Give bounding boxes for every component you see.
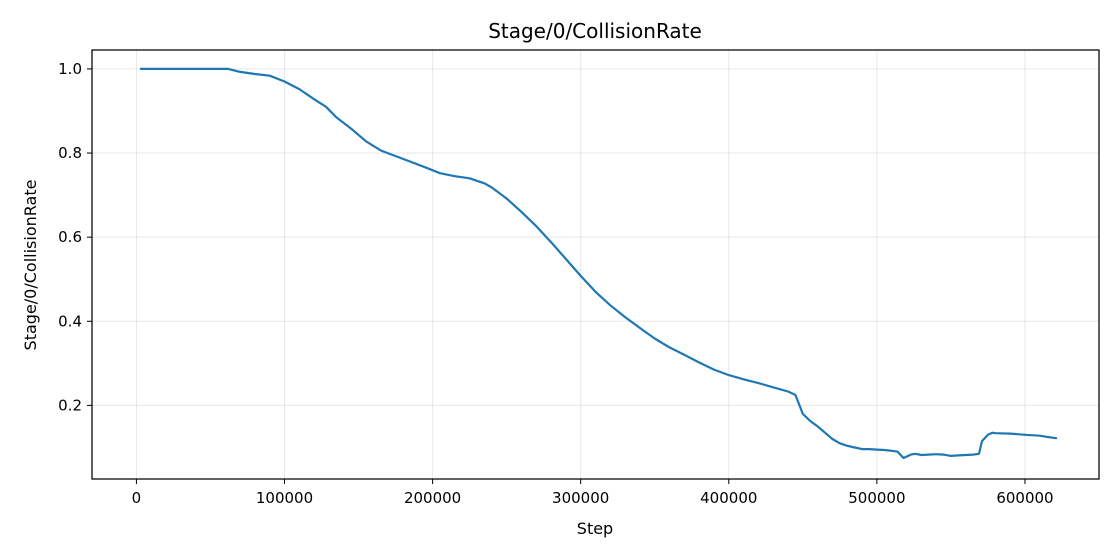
x-tick-label: 300000 <box>552 489 609 507</box>
plot-frame <box>92 50 1099 479</box>
x-tick-label: 0 <box>132 489 142 507</box>
ticks-layer: 0 100000 200000 300000 400000 500000 600000 0.2… <box>58 60 1053 507</box>
y-tick-label: 0.2 <box>58 396 82 414</box>
grid-layer <box>92 50 1099 479</box>
series-layer <box>141 69 1056 458</box>
y-tick-label: 1.0 <box>58 60 82 78</box>
series-line <box>141 69 1056 458</box>
y-tick-label: 0.6 <box>58 228 82 246</box>
y-tick-label: 0.8 <box>58 144 82 162</box>
y-axis-label: Stage/0/CollisionRate <box>21 180 40 351</box>
x-tick-label: 500000 <box>848 489 905 507</box>
x-tick-label: 400000 <box>700 489 757 507</box>
x-tick-label: 100000 <box>256 489 313 507</box>
x-tick-label: 600000 <box>996 489 1053 507</box>
x-axis-label: Step <box>577 519 613 538</box>
y-tick-label: 0.4 <box>58 312 82 330</box>
x-tick-label: 200000 <box>404 489 461 507</box>
chart-title: Stage/0/CollisionRate <box>488 19 702 43</box>
